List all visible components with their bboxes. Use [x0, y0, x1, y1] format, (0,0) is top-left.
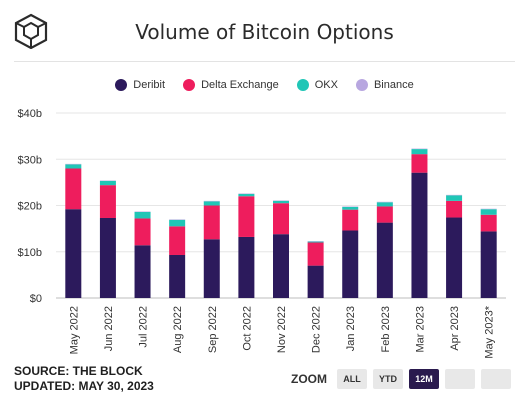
y-tick-label: $0	[30, 293, 42, 305]
bar-segment-deribit	[65, 209, 82, 298]
bar-segment-delta-exchange	[134, 218, 151, 246]
source-text: SOURCE: THE BLOCK	[14, 364, 143, 378]
bar-segment-deribit	[480, 231, 497, 298]
zoom-controls: ZOOM ALL YTD 12M	[291, 369, 511, 389]
y-tick-label: $30b	[18, 154, 42, 166]
zoom-label: ZOOM	[291, 372, 327, 386]
bar-segment-deribit	[376, 222, 393, 298]
chart-legend: Deribit Delta Exchange OKX Binance	[0, 79, 529, 91]
bar-segment-deribit	[238, 236, 255, 298]
bar-segment-okx	[480, 209, 497, 215]
legend-item-delta-exchange[interactable]: Delta Exchange	[183, 79, 279, 91]
x-tick-label: Jul 2022	[138, 306, 150, 348]
bar-segment-delta-exchange	[411, 154, 428, 173]
bar-segment-delta-exchange	[273, 203, 289, 235]
x-tick-label: Nov 2022	[276, 306, 288, 353]
bar-segment-delta-exchange	[446, 200, 463, 218]
x-tick-label: Oct 2022	[241, 306, 253, 351]
zoom-all-button[interactable]: ALL	[337, 369, 367, 389]
bar-segment-delta-exchange	[65, 168, 82, 210]
bar-segment-okx	[411, 149, 428, 155]
x-tick-label: May 2023*	[484, 305, 496, 358]
legend-label: OKX	[314, 79, 338, 91]
x-tick-label: Jan 2023	[345, 306, 357, 351]
bar-segment-deribit	[99, 217, 116, 298]
x-tick-label: Dec 2022	[311, 306, 323, 353]
bar-segment-delta-exchange	[480, 214, 497, 232]
stacked-bar-chart: $0 $10b $20b $30b $40b May 2022 Jun 2022 Jul 20…	[18, 108, 506, 359]
source-block: SOURCE: THE BLOCK UPDATED: MAY 30, 2023	[14, 364, 154, 394]
bar-segment-okx	[376, 202, 393, 207]
header-divider	[14, 61, 515, 62]
bar-segment-deribit	[273, 234, 289, 298]
zoom-blank-button[interactable]	[481, 369, 511, 389]
bar-segment-okx	[65, 164, 82, 169]
bar-segment-okx	[169, 219, 186, 227]
bar-segment-delta-exchange	[99, 185, 116, 218]
legend-item-deribit[interactable]: Deribit	[115, 79, 165, 91]
bar-segment-delta-exchange	[203, 205, 220, 240]
x-tick-label: Aug 2022	[172, 306, 184, 353]
bar-segment-deribit	[307, 265, 324, 298]
bar-segment-okx	[99, 180, 116, 186]
bar-segment-delta-exchange	[307, 242, 324, 266]
legend-label: Binance	[373, 79, 414, 91]
x-tick-label: Jun 2022	[103, 306, 115, 351]
y-tick-label: $10b	[18, 247, 42, 259]
bar-segment-delta-exchange	[342, 209, 359, 231]
legend-dot	[355, 79, 368, 91]
zoom-12m-button[interactable]: 12M	[409, 369, 439, 389]
legend-dot	[183, 79, 196, 91]
bar-segment-deribit	[169, 254, 186, 298]
x-tick-label: May 2022	[68, 306, 80, 354]
y-tick-label: $40b	[18, 108, 42, 120]
legend-label: Deribit	[133, 79, 166, 91]
legend-dot	[296, 79, 309, 91]
bar-segment-okx	[307, 241, 324, 243]
updated-text: UPDATED: MAY 30, 2023	[14, 379, 154, 393]
bar-segment-okx	[446, 195, 463, 201]
bar-segment-okx	[203, 201, 220, 206]
legend-dot	[115, 79, 128, 91]
legend-item-binance[interactable]: Binance	[355, 79, 414, 91]
the-block-logo-icon	[14, 13, 48, 49]
bar-segment-okx	[134, 211, 151, 219]
x-tick-label: Sep 2022	[207, 306, 219, 353]
legend-label: Delta Exchange	[201, 79, 279, 91]
x-tick-label: Apr 2023	[449, 306, 461, 351]
bar-segment-okx	[273, 200, 289, 204]
bar-segment-okx	[342, 206, 359, 210]
bar-segment-deribit	[203, 239, 220, 298]
bar-segment-deribit	[411, 172, 428, 298]
bar-segment-delta-exchange	[238, 196, 255, 237]
y-tick-label: $20b	[18, 201, 42, 213]
x-tick-label: Feb 2023	[380, 306, 392, 352]
bar-segment-delta-exchange	[169, 226, 186, 255]
bar-segment-deribit	[134, 245, 151, 298]
bar-segment-deribit	[342, 230, 359, 298]
zoom-ytd-button[interactable]: YTD	[373, 369, 403, 389]
chart-title: Volume of Bitcoin Options	[135, 20, 394, 44]
bar-segment-deribit	[446, 217, 463, 298]
x-tick-label: Mar 2023	[414, 306, 426, 352]
bar-segment-okx	[238, 193, 255, 197]
bar-segment-delta-exchange	[376, 206, 393, 223]
legend-item-okx[interactable]: OKX	[296, 79, 338, 91]
zoom-blank-button[interactable]	[445, 369, 475, 389]
